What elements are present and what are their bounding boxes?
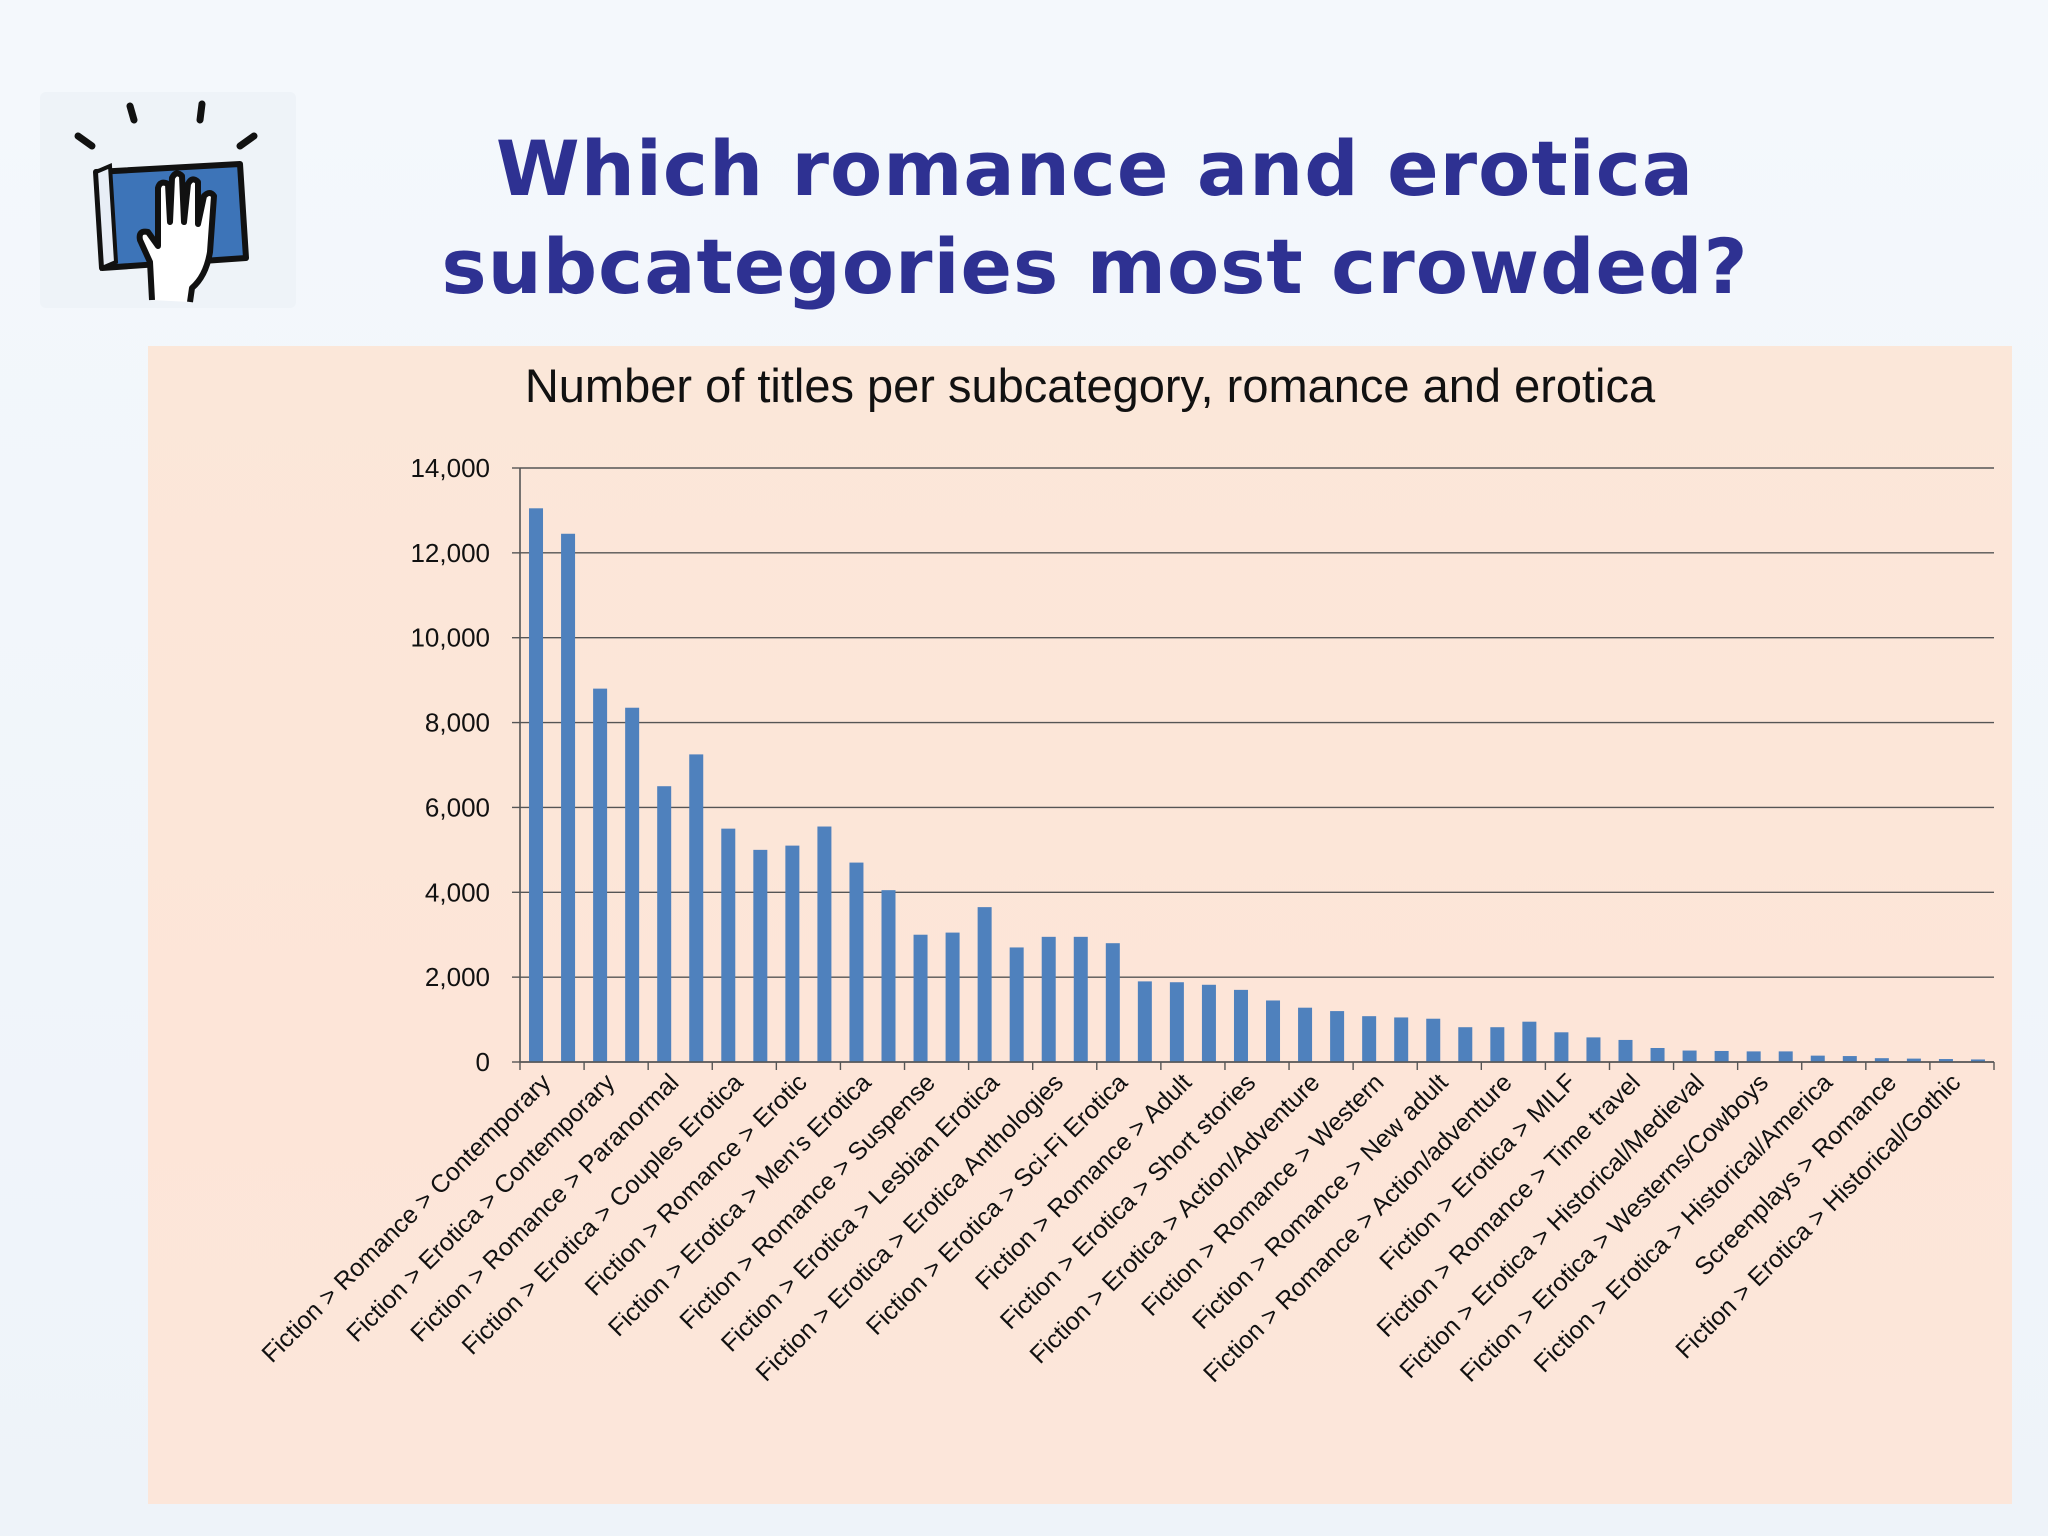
- bar: [1970, 1059, 1985, 1062]
- bar: [1618, 1039, 1633, 1062]
- hand-on-book-icon: [74, 100, 258, 303]
- y-tick-label: 2,000: [425, 962, 490, 992]
- bar: [593, 688, 608, 1062]
- bar: [1105, 943, 1120, 1062]
- bar: [561, 533, 576, 1062]
- bar: [1778, 1051, 1793, 1062]
- bar: [1746, 1051, 1761, 1062]
- bar: [1073, 936, 1088, 1062]
- bar: [721, 828, 736, 1062]
- bar: [1169, 982, 1184, 1062]
- y-tick-label: 12,000: [410, 538, 490, 568]
- axes: [519, 468, 1995, 1070]
- bar: [625, 707, 640, 1062]
- bar: [1394, 1017, 1409, 1062]
- bar: [1650, 1047, 1665, 1062]
- bar: [1426, 1018, 1441, 1062]
- bar: [1522, 1021, 1537, 1062]
- bar: [1330, 1011, 1345, 1062]
- x-axis-labels: Fiction > Romance > ContemporaryFiction …: [256, 1068, 1966, 1388]
- bar: [785, 845, 800, 1062]
- y-tick-label: 8,000: [425, 708, 490, 738]
- slide-title-line-2: subcategories most crowded?: [441, 222, 1749, 311]
- bar: [753, 849, 768, 1062]
- bar: [1874, 1058, 1889, 1062]
- chart-panel: Number of titles per subcategory, romanc…: [148, 346, 2012, 1504]
- bar: [881, 890, 896, 1062]
- bar: [1362, 1016, 1377, 1062]
- bar: [1233, 989, 1248, 1062]
- bar: [657, 786, 672, 1062]
- bar: [1298, 1007, 1313, 1062]
- x-tick-label: Fiction > Erotica > Contemporary: [341, 1068, 621, 1348]
- bar: [1009, 947, 1024, 1062]
- y-tick-label: 6,000: [425, 792, 490, 822]
- bar: [977, 907, 992, 1062]
- bar: [1490, 1027, 1505, 1062]
- bar: [1842, 1056, 1857, 1062]
- bars: [529, 508, 1985, 1062]
- bar: [817, 826, 832, 1062]
- bar: [1041, 936, 1056, 1062]
- y-axis-ticks: 0 2,000 4,000 6,000 8,000 10,000 12,000 14,000: [410, 453, 520, 1077]
- bar: [1906, 1058, 1921, 1062]
- bar: [1201, 984, 1216, 1062]
- y-tick-label: 14,000: [410, 453, 490, 483]
- gridlines: [520, 467, 1994, 1063]
- bar: [689, 754, 704, 1062]
- bar: [1554, 1032, 1569, 1062]
- bar: [945, 932, 960, 1062]
- y-tick-label: 0: [476, 1047, 490, 1077]
- bar: [849, 862, 864, 1062]
- y-tick-label: 4,000: [425, 877, 490, 907]
- slide-title: Which romance and erotica subcategories …: [330, 120, 1860, 316]
- bar: [1714, 1050, 1729, 1062]
- bar: [913, 934, 928, 1062]
- y-tick-label: 10,000: [410, 623, 490, 653]
- chart-title: Number of titles per subcategory, romanc…: [525, 359, 1656, 412]
- logo: [40, 92, 296, 308]
- bar: [1810, 1055, 1825, 1062]
- bar: [1682, 1050, 1697, 1062]
- bar: [529, 508, 544, 1062]
- slide-title-line-1: Which romance and erotica: [495, 124, 1695, 213]
- bar-chart: Number of titles per subcategory, romanc…: [256, 359, 1995, 1388]
- bar: [1137, 981, 1152, 1062]
- bar: [1586, 1037, 1601, 1062]
- bar: [1938, 1059, 1953, 1062]
- bar: [1458, 1027, 1473, 1062]
- bar: [1266, 1000, 1281, 1062]
